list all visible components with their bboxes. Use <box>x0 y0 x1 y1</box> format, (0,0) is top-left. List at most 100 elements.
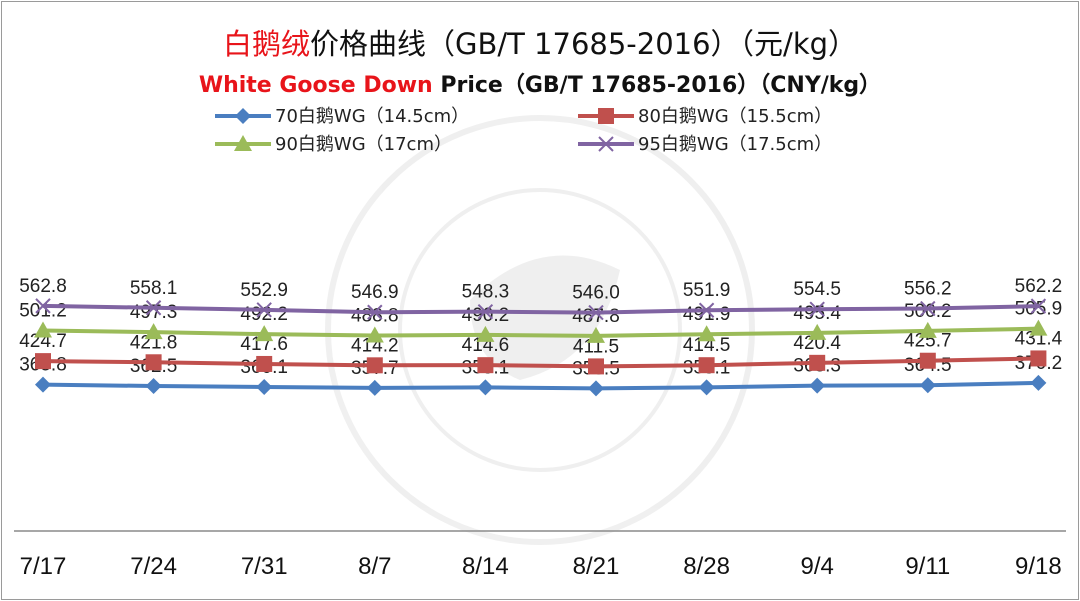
data-point <box>587 326 605 343</box>
legend-marker <box>598 108 614 124</box>
data-point <box>920 300 936 317</box>
series-3: 501.2 497.3 492.2 488.8 490.2 487.8 491.9 495.4… <box>19 299 1062 343</box>
series-2: 424.7 421.8 417.6 414.2 414.6 411.5 414.5 420.4… <box>19 328 1063 375</box>
data-label: 425.7 <box>904 331 952 352</box>
x-tick-label: 9/4 <box>801 553 834 580</box>
chart-title-en: White Goose Down Price（GB/T 17685-2016）（… <box>199 73 881 98</box>
data-point <box>366 379 383 396</box>
data-point <box>256 355 273 372</box>
data-label: 492.2 <box>240 304 288 325</box>
data-point <box>477 379 494 396</box>
data-point <box>256 378 273 395</box>
data-label: 424.7 <box>19 331 67 352</box>
data-point <box>698 302 715 318</box>
data-point <box>144 323 163 340</box>
x-tick-label: 8/7 <box>358 553 391 580</box>
legend-item: 90白鹅WG（17cm） <box>215 134 452 155</box>
data-label: 554.5 <box>793 279 841 300</box>
chart-legend: 70白鹅WG（14.5cm） 80白鹅WG（15.5cm） 90白鹅WG（17cm）… <box>215 106 832 155</box>
x-tick-label: 7/24 <box>130 553 177 580</box>
data-label: 501.2 <box>19 301 67 322</box>
x-tick-label: 7/17 <box>20 553 67 580</box>
data-point <box>808 323 827 340</box>
data-point <box>809 301 825 317</box>
series-line <box>42 326 1039 338</box>
data-point <box>697 325 716 342</box>
data-label: 491.9 <box>683 304 731 325</box>
series-line <box>42 380 1039 391</box>
data-point <box>145 354 162 371</box>
data-label: 414.6 <box>462 335 510 356</box>
data-point <box>809 377 826 394</box>
data-point <box>477 357 494 374</box>
data-label: 420.4 <box>793 333 841 354</box>
data-label: 487.8 <box>572 306 620 327</box>
data-label: 562.8 <box>19 276 67 297</box>
series-line <box>42 356 1039 369</box>
plot-area: 365.8362.5360.1357.7359.1356.5359.1363.3… <box>19 276 1063 397</box>
data-label: 505.9 <box>1015 299 1063 320</box>
x-tick-label: 9/11 <box>905 553 950 580</box>
legend-label: 95白鹅WG（17.5cm） <box>638 134 832 155</box>
legend-marker <box>598 136 614 152</box>
legend-item: 80白鹅WG（15.5cm） <box>578 106 832 127</box>
x-tick-label: 7/31 <box>241 553 288 580</box>
data-label: 414.5 <box>683 335 731 356</box>
data-point <box>145 378 162 394</box>
data-label: 417.6 <box>240 334 288 355</box>
data-point <box>476 325 495 342</box>
legend-label: 80白鹅WG（15.5cm） <box>638 106 832 127</box>
data-point <box>1029 319 1048 336</box>
data-point <box>367 304 383 320</box>
data-point <box>35 298 51 314</box>
title-cn-highlight: 白鹅绒 <box>223 27 310 61</box>
legend-label: 70白鹅WG（14.5cm） <box>275 106 469 127</box>
x-axis-ticks: 7/17 7/24 7/31 8/7 8/14 8/21 8/28 9/4 9/11 9/18 <box>20 553 1062 580</box>
title-en-rest: Price（GB/T 17685-2016）（CNY/kg） <box>433 73 881 98</box>
series-4: 562.8 558.1 552.9 546.9 548.3 546.0 551.9 554.5… <box>19 276 1063 321</box>
title-en-highlight: White Goose Down <box>199 73 433 98</box>
data-label: 411.5 <box>573 336 619 357</box>
data-point <box>1030 350 1047 367</box>
chart-title-cn: 白鹅绒价格曲线（GB/T 17685-2016）（元/kg） <box>223 27 857 61</box>
data-point <box>35 376 51 393</box>
data-point <box>698 357 715 374</box>
data-label: 556.2 <box>904 279 952 300</box>
x-tick-label: 8/28 <box>683 553 730 580</box>
x-tick-label: 9/18 <box>1015 553 1062 580</box>
legend-marker <box>235 108 251 124</box>
data-point <box>255 325 274 342</box>
data-label: 421.8 <box>130 332 178 353</box>
data-label: 552.9 <box>240 280 288 301</box>
data-label: 497.3 <box>130 302 178 323</box>
data-label: 500.2 <box>904 301 952 322</box>
data-label: 551.9 <box>683 280 731 301</box>
data-point <box>34 321 52 338</box>
data-label: 562.2 <box>1015 276 1063 297</box>
data-point <box>918 321 937 338</box>
data-label: 431.4 <box>1015 328 1063 349</box>
data-point <box>477 303 494 320</box>
association-seal-watermark <box>325 115 755 545</box>
data-point <box>698 379 715 396</box>
data-point <box>919 377 936 394</box>
data-label: 558.1 <box>130 278 178 299</box>
data-point <box>366 357 383 374</box>
data-point <box>1030 298 1047 314</box>
data-point <box>1030 374 1047 391</box>
data-label: 546.0 <box>572 283 620 304</box>
data-point <box>365 326 384 343</box>
legend-marker <box>234 135 252 151</box>
data-point <box>809 354 826 371</box>
data-label: 414.2 <box>351 335 399 356</box>
data-point <box>919 352 936 369</box>
x-tick-label: 8/21 <box>573 553 620 580</box>
data-point <box>588 358 604 375</box>
legend-label: 90白鹅WG（17cm） <box>275 134 452 155</box>
title-cn-rest: 价格曲线（GB/T 17685-2016）（元/kg） <box>310 27 857 61</box>
legend-item: 95白鹅WG（17.5cm） <box>578 134 832 155</box>
data-label: 495.4 <box>793 303 841 324</box>
data-point <box>256 302 272 318</box>
